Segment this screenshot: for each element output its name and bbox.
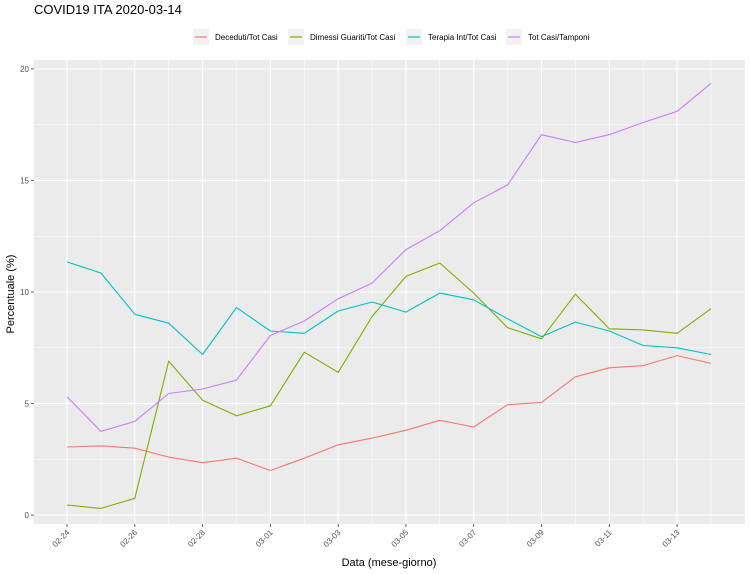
major-gridlines — [34, 60, 745, 524]
legend-item: Deceduti/Tot Casi — [193, 29, 278, 45]
legend-label: Dimessi Guariti/Tot Casi — [310, 33, 396, 42]
series-line-tot-casi-tamponi — [66, 82, 712, 432]
legend-item: Tot Casi/Tamponi — [506, 29, 590, 45]
series-line-dimessi-guariti-tot-casi — [66, 262, 712, 509]
legend-label: Tot Casi/Tamponi — [528, 33, 590, 42]
x-tick-label: 03-01 — [254, 528, 275, 549]
y-axis-label: Percentuale (%) — [5, 255, 17, 334]
x-tick-label: 02-24 — [51, 528, 72, 549]
y-tick-label: 20 — [20, 65, 29, 74]
y-axis: 0 5 10 15 20 — [20, 65, 34, 520]
y-tick-label: 0 — [25, 511, 30, 520]
legend-item: Dimessi Guariti/Tot Casi — [288, 29, 396, 45]
x-tick-label: 02-26 — [118, 528, 139, 549]
x-axis: 02-24 02-26 02-28 03-01 03-03 03-05 03-07 03-09… — [51, 524, 682, 549]
legend-label: Deceduti/Tot Casi — [215, 33, 278, 42]
y-tick-label: 15 — [20, 176, 29, 185]
series-lines — [66, 82, 712, 509]
x-tick-label: 03-03 — [322, 528, 343, 549]
chart-title: COVID19 ITA 2020-03-14 — [34, 2, 182, 17]
series-line-terapia-int-tot-casi — [66, 261, 712, 356]
legend-label: Terapia Int/Tot Casi — [428, 33, 497, 42]
x-tick-label: 02-28 — [186, 528, 207, 549]
x-tick-label: 03-07 — [457, 528, 478, 549]
x-tick-label: 03-09 — [525, 528, 546, 549]
x-tick-label: 03-11 — [593, 528, 614, 549]
legend: Deceduti/Tot Casi Dimessi Guariti/Tot Cas… — [193, 29, 590, 45]
series-line-deceduti-tot-casi — [66, 355, 712, 472]
x-tick-label: 03-05 — [390, 528, 411, 549]
y-tick-label: 10 — [20, 288, 29, 297]
legend-item: Terapia Int/Tot Casi — [406, 29, 497, 45]
x-axis-label: Data (mese-giorno) — [342, 557, 437, 569]
y-tick-label: 5 — [25, 400, 30, 409]
x-tick-label: 03-13 — [661, 528, 682, 549]
